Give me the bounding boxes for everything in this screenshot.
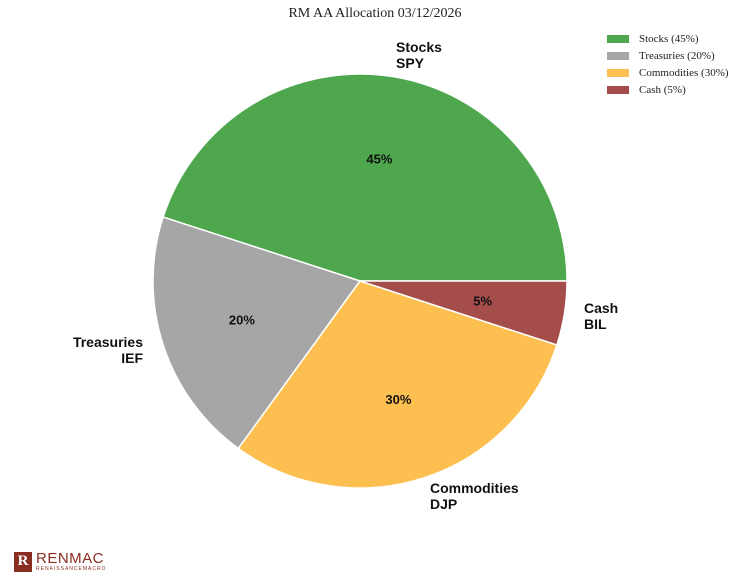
legend-label-commodities: Commodities (30%) — [639, 66, 729, 79]
slice-ticker-cash: BIL — [584, 316, 607, 332]
legend-swatch-treasuries — [607, 51, 629, 60]
chart-title: RM AA Allocation 03/12/2026 — [288, 6, 462, 21]
pie-slice-stocks — [162, 73, 568, 282]
renmac-logo: R RENMAC RENAISSANCEMACRO — [14, 551, 106, 572]
chart-legend: Stocks (45%) Treasuries (20%) Commoditie… — [607, 30, 729, 98]
legend-item-treasuries: Treasuries (20%) — [607, 47, 729, 64]
pie-slice-commodities — [237, 280, 558, 489]
legend-label-cash: Cash (5%) — [639, 83, 686, 96]
pie-slice-treasuries — [152, 216, 362, 450]
slice-percent-cash: 5% — [473, 293, 492, 308]
slice-percent-stocks: 45% — [366, 151, 392, 166]
legend-item-cash: Cash (5%) — [607, 81, 729, 98]
logo-text: RENMAC RENAISSANCEMACRO — [36, 551, 106, 572]
slice-percent-treasuries: 20% — [229, 312, 255, 327]
slice-label-stocks: Stocks — [396, 39, 442, 55]
pie-slice-cash — [359, 280, 568, 346]
slice-ticker-stocks: SPY — [396, 55, 425, 71]
legend-item-stocks: Stocks (45%) — [607, 30, 729, 47]
slice-label-treasuries: Treasuries — [73, 334, 143, 350]
logo-mark: R — [14, 551, 32, 572]
legend-swatch-commodities — [607, 68, 629, 77]
slice-percent-commodities: 30% — [385, 392, 411, 407]
slice-ticker-treasuries: IEF — [121, 350, 143, 366]
logo-tagline: RENAISSANCEMACRO — [36, 566, 107, 572]
legend-item-commodities: Commodities (30%) — [607, 64, 729, 81]
slice-ticker-commodities: DJP — [430, 496, 457, 512]
legend-label-treasuries: Treasuries (20%) — [639, 49, 715, 62]
legend-label-stocks: Stocks (45%) — [639, 32, 699, 45]
logo-name: RENMAC — [36, 550, 105, 567]
legend-swatch-cash — [607, 85, 629, 94]
slice-label-cash: Cash — [584, 300, 618, 316]
slice-label-commodities: Commodities — [430, 480, 519, 496]
legend-swatch-stocks — [607, 34, 629, 43]
